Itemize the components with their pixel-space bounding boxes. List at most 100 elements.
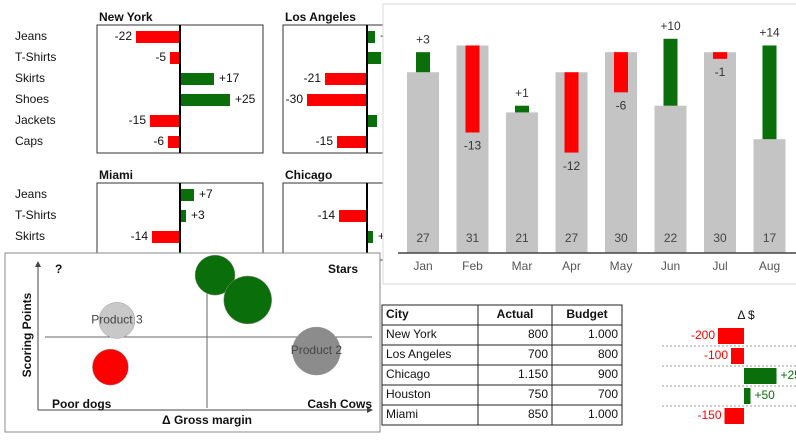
value-label: -5	[155, 50, 166, 64]
value-label: -1	[715, 65, 726, 79]
bar	[168, 136, 180, 148]
y-arrow	[35, 261, 41, 267]
bar	[367, 31, 375, 43]
table-cell: 1.150	[518, 367, 548, 381]
bar	[180, 73, 214, 85]
category-label: Skirts	[15, 229, 45, 243]
base-label: 31	[466, 231, 480, 245]
base-label: 30	[713, 231, 727, 245]
quadrant-label: Cash Cows	[307, 397, 372, 411]
base-bar	[654, 105, 687, 253]
value-label: -6	[616, 99, 627, 113]
table-cell: 800	[528, 327, 548, 341]
x-arrow	[367, 407, 373, 413]
base-label: 17	[763, 231, 777, 245]
bar	[170, 52, 180, 64]
category-label: T-Shirts	[15, 50, 56, 64]
base-bar	[407, 72, 439, 253]
bar	[136, 31, 180, 43]
bar	[367, 52, 381, 64]
bar	[307, 94, 367, 106]
table-cell: 900	[598, 367, 618, 381]
bar	[744, 368, 777, 384]
value-label: +1	[515, 86, 529, 100]
x-tick-label: Jul	[712, 259, 727, 273]
table-cell: 1.000	[588, 407, 618, 421]
table-cell: New York	[386, 327, 438, 341]
base-label: 30	[614, 231, 628, 245]
quadrant-label: Poor dogs	[52, 397, 112, 411]
value-label: -14	[318, 208, 336, 222]
value-label: -21	[304, 71, 322, 85]
panel-title: New York	[99, 10, 153, 24]
value-label: -15	[129, 113, 147, 127]
value-label: +17	[219, 71, 240, 85]
x-tick-label: Apr	[562, 259, 581, 273]
base-bar	[506, 112, 538, 254]
bubble-label: Product 2	[291, 343, 343, 357]
quadrant-label: Stars	[328, 262, 358, 276]
table-cell: Los Angeles	[386, 347, 451, 361]
bar	[325, 73, 367, 85]
bubble	[194, 254, 236, 296]
value-label: -150	[697, 408, 721, 422]
x-tick-label: Jan	[413, 259, 432, 273]
delta-bar	[713, 52, 727, 59]
x-tick-label: Jun	[661, 259, 680, 273]
x-tick-label: May	[610, 259, 633, 273]
quadrant-label: ?	[55, 262, 62, 276]
bar	[367, 115, 377, 127]
base-bar	[753, 139, 786, 253]
delta-bar	[416, 52, 430, 73]
bar	[150, 115, 180, 127]
bar	[367, 231, 373, 243]
table-cell: 750	[528, 387, 548, 401]
value-label: -22	[115, 29, 133, 43]
bubble-label: Product 3	[91, 313, 143, 327]
delta-bar	[663, 38, 678, 106]
y-axis-label: Scoring Points	[20, 292, 34, 377]
table-cell: Chicago	[386, 367, 430, 381]
table-cell: 1.000	[588, 327, 618, 341]
category-label: Shoes	[15, 92, 49, 106]
base-label: 22	[664, 231, 678, 245]
delta-bar	[564, 72, 579, 153]
table-cell: 700	[528, 347, 548, 361]
table-cell: 700	[598, 387, 618, 401]
category-label: Jackets	[15, 113, 56, 127]
x-tick-label: Aug	[759, 259, 780, 273]
value-label: -100	[704, 348, 728, 362]
base-bar	[704, 52, 736, 253]
value-label: -30	[286, 92, 304, 106]
x-tick-label: Feb	[462, 259, 483, 273]
category-label: T-Shirts	[15, 208, 56, 222]
table-cell: Miami	[386, 407, 418, 421]
value-label: +3	[191, 208, 205, 222]
bar	[337, 136, 367, 148]
value-label: -15	[316, 134, 334, 148]
panel-title: Los Angeles	[285, 10, 356, 24]
panel-title: Chicago	[285, 168, 332, 182]
table-cell: 850	[528, 407, 548, 421]
base-label: 27	[565, 231, 579, 245]
chart-title: Δ $	[737, 308, 755, 322]
bar	[180, 94, 230, 106]
bar	[724, 408, 744, 424]
delta-bar	[614, 52, 628, 93]
value-label: +3	[416, 32, 430, 46]
category-label: Skirts	[15, 71, 45, 85]
base-label: 27	[416, 231, 430, 245]
bubble	[223, 275, 272, 325]
x-axis-label: Δ Gross margin	[162, 413, 252, 427]
delta-bar	[465, 45, 480, 133]
value-label: -12	[563, 159, 581, 173]
bubble	[92, 348, 129, 386]
category-label: Caps	[15, 134, 43, 148]
x-tick-label: Mar	[512, 259, 533, 273]
table-header: Budget	[566, 307, 607, 321]
bubble	[98, 302, 136, 339]
panel-title: Miami	[99, 168, 133, 182]
table-cell: 800	[598, 347, 618, 361]
